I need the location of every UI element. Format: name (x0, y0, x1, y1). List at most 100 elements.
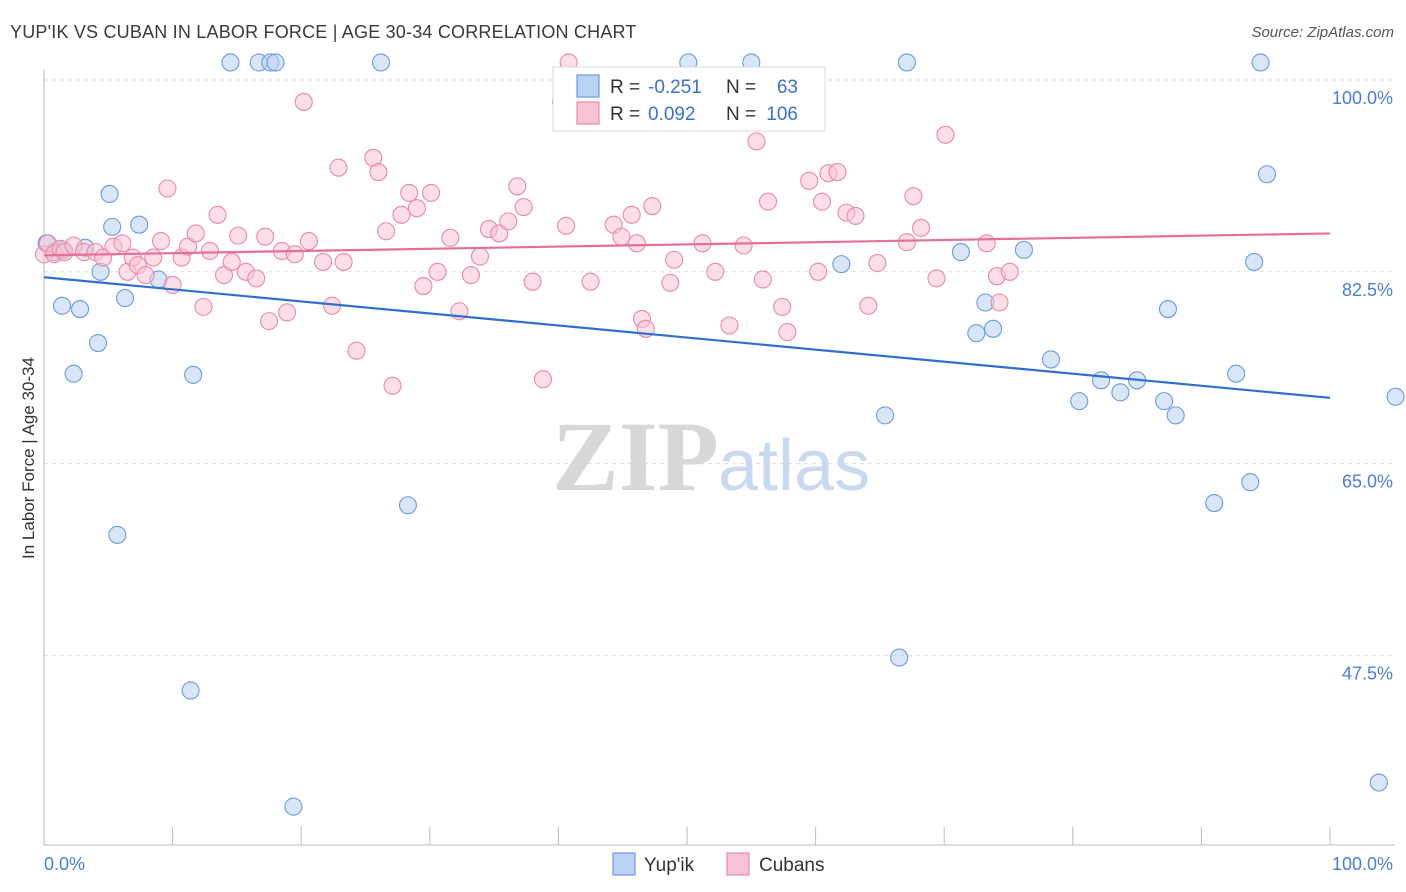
yupik-point-27 (875, 406, 895, 425)
correlation-legend: R = -0.251 N = 63 R = 0.092 N = 106 (552, 66, 826, 132)
cuban-point-87 (812, 192, 832, 211)
cuban-point-78 (720, 316, 739, 335)
trend-line-yupik (43, 276, 1331, 399)
yupik-point-6 (88, 333, 108, 353)
cuban-point-77 (706, 262, 725, 281)
legend-n-value-cuban: 106 (766, 104, 798, 125)
cuban-point-82 (758, 192, 778, 211)
gridlines (44, 79, 1395, 656)
yupik-point-34 (1014, 240, 1033, 259)
yupik-point-37 (1092, 371, 1111, 390)
legend-n-value-yupik: 63 (777, 77, 798, 98)
legend-swatch-yupik-bottom (612, 852, 636, 876)
yupik-point-4 (52, 296, 72, 315)
cuban-point-15 (144, 248, 163, 267)
cuban-point-62 (533, 370, 553, 389)
cuban-point-84 (778, 323, 797, 342)
yupik-point-5 (70, 300, 90, 319)
cuban-point-68 (612, 227, 631, 246)
legend-r-label-cuban: R = (610, 104, 640, 125)
cuban-point-98 (936, 125, 955, 144)
cuban-point-44 (377, 222, 396, 241)
yupik-point-20 (266, 53, 285, 72)
cuban-point-45 (383, 376, 402, 395)
legend-r-value-cuban: 0.092 (648, 104, 696, 125)
legend-n-label-yupik: N = (726, 77, 756, 98)
legend-r-value-yupik: -0.251 (648, 77, 702, 98)
cuban-point-41 (347, 341, 366, 360)
cuban-point-39 (329, 158, 348, 177)
cuban-point-74 (661, 273, 680, 292)
cuban-point-51 (428, 262, 447, 281)
cuban-point-83 (773, 297, 792, 316)
yupik-point-41 (1158, 300, 1178, 319)
watermark-zip: ZIP (552, 401, 719, 512)
cuban-point-102 (1000, 262, 1019, 281)
cuban-point-58 (499, 212, 518, 231)
cuban-point-97 (927, 269, 946, 288)
yupik-point-23 (398, 496, 417, 515)
cuban-point-43 (369, 163, 388, 182)
cuban-point-99 (977, 234, 996, 253)
yupik-point-29 (897, 53, 916, 72)
legend-label-cubans: Cubans (759, 855, 825, 876)
yupik-point-10 (103, 217, 122, 236)
yupik-point-40 (1155, 392, 1174, 411)
cuban-point-101 (990, 293, 1009, 312)
cuban-point-54 (461, 266, 481, 285)
watermark-atlas: atlas (718, 426, 870, 506)
yupik-point-15 (181, 681, 200, 700)
cuban-point-75 (665, 250, 684, 269)
cuban-point-89 (828, 163, 847, 182)
cuban-point-23 (200, 241, 219, 261)
yupik-point-35 (1041, 350, 1060, 369)
cuban-point-31 (259, 312, 279, 331)
cuban-point-16 (151, 232, 171, 251)
legend-swatch-cuban-bottom (726, 852, 750, 876)
yupik-point-33 (984, 319, 1003, 338)
cuban-point-64 (557, 216, 576, 235)
cuban-point-60 (514, 198, 533, 217)
cuban-point-14 (136, 266, 155, 285)
yupik-point-44 (1227, 364, 1246, 383)
cuban-point-40 (334, 252, 353, 271)
cuban-point-48 (407, 199, 426, 218)
cuban-point-94 (897, 233, 916, 252)
yupik-point-7 (64, 364, 83, 383)
yupik-point-11 (115, 289, 135, 308)
cuban-point-34 (285, 245, 304, 264)
cuban-point-10 (113, 234, 132, 253)
yupik-point-17 (221, 53, 240, 72)
yupik-point-30 (951, 243, 970, 262)
series-legend: Yup'ik Cubans (612, 852, 825, 876)
y-tick-label-1: 82.5% (1342, 280, 1393, 300)
series-cuban-points (34, 53, 1019, 395)
cuban-point-49 (414, 276, 433, 296)
trend-line-cuban (43, 232, 1331, 257)
yupik-point-45 (1241, 473, 1260, 492)
cuban-point-52 (441, 228, 460, 247)
cuban-point-26 (222, 252, 241, 271)
yupik-point-38 (1111, 383, 1130, 402)
cuban-point-36 (299, 232, 318, 251)
yupik-point-46 (1245, 252, 1264, 271)
yupik-point-16 (184, 365, 203, 384)
legend-label-yupik: Yup'ik (644, 855, 695, 876)
y-axis-title: In Labor Force | Age 30-34 (19, 357, 38, 559)
y-tick-label-0: 100.0% (1332, 88, 1393, 108)
cuban-point-37 (314, 252, 333, 271)
cuban-point-33 (278, 303, 297, 322)
cuban-point-50 (422, 183, 441, 202)
yupik-point-31 (967, 324, 986, 343)
cuban-point-61 (523, 272, 542, 291)
x-tick-label-max: 100.0% (1332, 854, 1393, 874)
cuban-point-95 (904, 187, 923, 206)
cuban-point-29 (247, 269, 266, 288)
yupik-point-47 (1251, 53, 1270, 72)
legend-r-label-yupik: R = (610, 77, 640, 98)
yupik-point-9 (100, 184, 119, 204)
chart-title: YUP'IK VS CUBAN IN LABOR FORCE | AGE 30-… (10, 22, 637, 42)
yupik-point-48 (1257, 165, 1277, 184)
cuban-point-96 (912, 218, 931, 238)
